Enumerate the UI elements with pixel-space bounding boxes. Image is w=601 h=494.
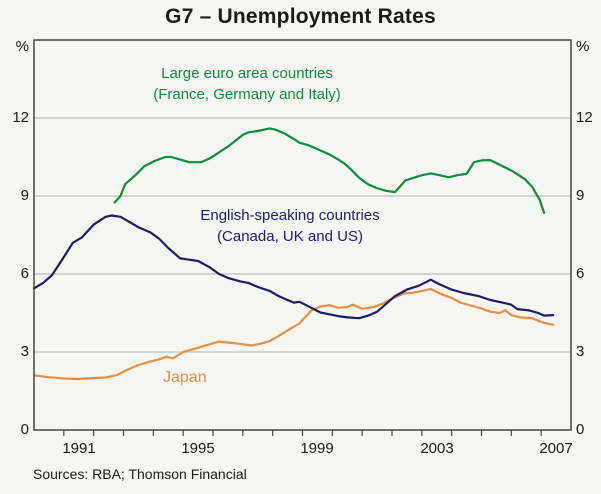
series-line-japan: [32, 288, 555, 381]
y-tick-right-9: 9: [576, 187, 585, 204]
series-label-euro-line1: Large euro area countries: [161, 65, 333, 82]
series-label-euro-line2: (France, Germany and Italy): [153, 86, 341, 103]
plot-border: [33, 39, 572, 431]
y-axis-unit-right: %: [576, 38, 590, 55]
y-tick-left-12: 12: [12, 109, 29, 126]
y-tick-right-12: 12: [576, 109, 593, 126]
sources-note: Sources: RBA; Thomson Financial: [33, 466, 247, 482]
series-label-english-speaking: English-speaking countries (Canada, UK a…: [165, 205, 415, 247]
x-tick-2003: 2003: [420, 440, 454, 457]
series-label-japan: Japan: [163, 369, 207, 386]
y-tick-right-0: 0: [576, 421, 585, 438]
series-label-euro-area: Large euro area countries (France, Germa…: [122, 63, 372, 105]
y-axis-unit-left: %: [15, 38, 29, 55]
series-line-euro: [113, 127, 546, 214]
y-tick-left-3: 3: [20, 343, 29, 360]
y-tick-left-6: 6: [20, 265, 29, 282]
y-tick-left-9: 9: [20, 187, 29, 204]
x-tick-1991: 1991: [62, 440, 96, 457]
chart-title: G7 – Unemployment Rates: [165, 5, 436, 28]
y-tick-right-6: 6: [576, 265, 585, 282]
series-label-english-line1: English-speaking countries: [200, 207, 380, 224]
x-tick-1999: 1999: [300, 440, 334, 457]
y-tick-right-3: 3: [576, 343, 585, 360]
series-label-english-line2: (Canada, UK and US): [217, 228, 363, 245]
series-line-english: [32, 214, 555, 320]
y-tick-left-0: 0: [20, 421, 29, 438]
x-tick-2007: 2007: [539, 440, 573, 457]
x-tick-1995: 1995: [181, 440, 215, 457]
